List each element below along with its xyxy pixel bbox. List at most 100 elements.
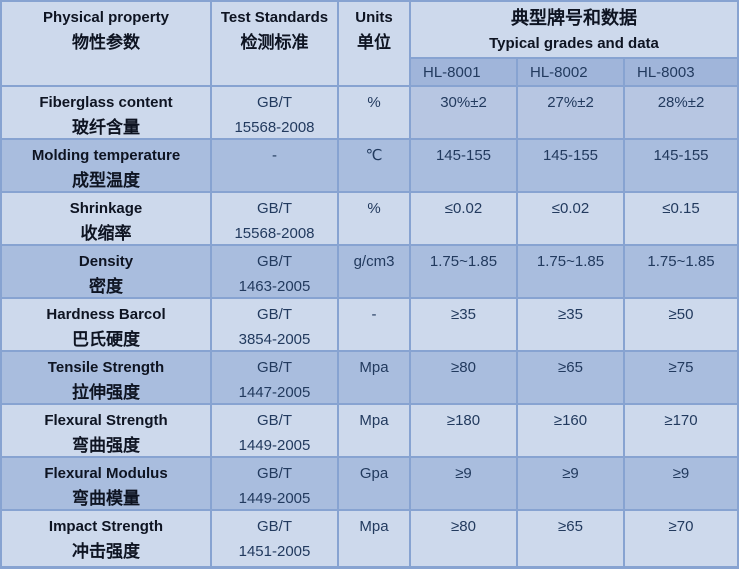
standard-cell: GB/T 3854-2005 bbox=[212, 299, 339, 352]
property-en: Molding temperature bbox=[31, 147, 181, 164]
standard-line1: GB/T bbox=[256, 94, 292, 111]
standard-line2: 1449-2005 bbox=[238, 490, 311, 507]
value-cell: ≤0.02 bbox=[411, 193, 518, 246]
property-en: Tensile Strength bbox=[47, 359, 165, 376]
standard-line2: 15568-2008 bbox=[234, 225, 315, 242]
standard-line2: 1449-2005 bbox=[238, 437, 311, 454]
value-cell: ≥9 bbox=[625, 458, 737, 511]
header-units-zh: 单位 bbox=[357, 33, 391, 52]
standard-line1: GB/T bbox=[256, 200, 292, 217]
header-typical-grades-zh: 典型牌号和数据 bbox=[511, 8, 637, 28]
property-en: Impact Strength bbox=[48, 518, 164, 535]
value-cell: ≥80 bbox=[411, 511, 518, 566]
property-en: Shrinkage bbox=[69, 200, 143, 217]
property-cell: Flexural Strength 弯曲强度 bbox=[2, 405, 212, 458]
property-zh: 玻纤含量 bbox=[72, 118, 140, 137]
header-cell-typical-grades: 典型牌号和数据 Typical grades and data bbox=[411, 2, 737, 59]
header-physical-property-zh: 物性参数 bbox=[72, 33, 140, 52]
value-cell: ≥75 bbox=[625, 352, 737, 405]
property-cell: Hardness Barcol 巴氏硬度 bbox=[2, 299, 212, 352]
value-cell: ≥170 bbox=[625, 405, 737, 458]
value-cell: 145-155 bbox=[411, 140, 518, 193]
property-zh: 弯曲强度 bbox=[72, 436, 140, 455]
property-zh: 成型温度 bbox=[72, 171, 140, 190]
unit-cell: Mpa bbox=[339, 352, 411, 405]
standard-cell: GB/T 15568-2008 bbox=[212, 193, 339, 246]
standard-line2: 15568-2008 bbox=[234, 119, 315, 136]
standard-line2: 1451-2005 bbox=[238, 543, 311, 560]
unit-cell: ℃ bbox=[339, 140, 411, 193]
value-cell: 145-155 bbox=[518, 140, 625, 193]
grade-cell-hl-8002: HL-8002 bbox=[518, 59, 625, 87]
property-cell: Molding temperature 成型温度 bbox=[2, 140, 212, 193]
value-cell: ≤0.15 bbox=[625, 193, 737, 246]
value-cell: ≥9 bbox=[518, 458, 625, 511]
header-cell-units: Units 单位 bbox=[339, 2, 411, 87]
property-zh: 密度 bbox=[89, 277, 123, 296]
standard-cell: GB/T 1447-2005 bbox=[212, 352, 339, 405]
unit-cell: g/cm3 bbox=[339, 246, 411, 299]
property-zh: 弯曲模量 bbox=[72, 489, 140, 508]
header-cell-physical-property: Physical property 物性参数 bbox=[2, 2, 212, 87]
unit-cell: Mpa bbox=[339, 405, 411, 458]
standard-cell: - bbox=[212, 140, 339, 193]
property-cell: Fiberglass content 玻纤含量 bbox=[2, 87, 212, 140]
property-zh: 收缩率 bbox=[80, 224, 132, 243]
value-cell: ≥160 bbox=[518, 405, 625, 458]
standard-cell: GB/T 1463-2005 bbox=[212, 246, 339, 299]
property-en: Flexural Modulus bbox=[44, 465, 168, 482]
header-typical-grades-en: Typical grades and data bbox=[489, 35, 659, 52]
standard-line1: GB/T bbox=[256, 465, 292, 482]
unit-cell: - bbox=[339, 299, 411, 352]
standard-cell: GB/T 1451-2005 bbox=[212, 511, 339, 566]
property-zh: 拉伸强度 bbox=[72, 383, 140, 402]
header-units-en: Units bbox=[355, 9, 393, 26]
standard-line2: 3854-2005 bbox=[238, 331, 311, 348]
header-test-standards-zh: 检测标准 bbox=[240, 33, 309, 52]
unit-cell: Mpa bbox=[339, 511, 411, 566]
value-cell: 28%±2 bbox=[625, 87, 737, 140]
property-zh: 巴氏硬度 bbox=[72, 330, 140, 349]
unit-cell: Gpa bbox=[339, 458, 411, 511]
standard-cell: GB/T 1449-2005 bbox=[212, 458, 339, 511]
value-cell: 27%±2 bbox=[518, 87, 625, 140]
value-cell: ≥65 bbox=[518, 352, 625, 405]
header-physical-property-en: Physical property bbox=[43, 9, 169, 26]
header-cell-test-standards: Test Standards 检测标准 bbox=[212, 2, 339, 87]
value-cell: ≥80 bbox=[411, 352, 518, 405]
value-cell: 30%±2 bbox=[411, 87, 518, 140]
standard-line2: 1447-2005 bbox=[238, 384, 311, 401]
property-en: Flexural Strength bbox=[44, 412, 168, 429]
unit-cell: % bbox=[339, 87, 411, 140]
property-cell: Density 密度 bbox=[2, 246, 212, 299]
value-cell: ≥50 bbox=[625, 299, 737, 352]
standard-line1: GB/T bbox=[256, 253, 292, 270]
standard-cell: GB/T 1449-2005 bbox=[212, 405, 339, 458]
property-cell: Shrinkage 收缩率 bbox=[2, 193, 212, 246]
property-en: Hardness Barcol bbox=[46, 306, 166, 323]
property-en: Density bbox=[78, 253, 134, 270]
standard-line1: GB/T bbox=[256, 518, 292, 535]
header-test-standards-en: Test Standards bbox=[220, 9, 329, 26]
value-cell: ≥35 bbox=[411, 299, 518, 352]
value-cell: ≥65 bbox=[518, 511, 625, 566]
value-cell: 1.75~1.85 bbox=[625, 246, 737, 299]
unit-cell: % bbox=[339, 193, 411, 246]
value-cell: 1.75~1.85 bbox=[518, 246, 625, 299]
standard-line1: GB/T bbox=[256, 359, 292, 376]
value-cell: ≥35 bbox=[518, 299, 625, 352]
standard-line1: GB/T bbox=[256, 412, 292, 429]
value-cell: ≤0.02 bbox=[518, 193, 625, 246]
standard-line1: - bbox=[272, 147, 277, 164]
property-cell: Impact Strength 冲击强度 bbox=[2, 511, 212, 566]
property-cell: Flexural Modulus 弯曲模量 bbox=[2, 458, 212, 511]
grade-cell-hl-8001: HL-8001 bbox=[411, 59, 518, 87]
standard-line1: GB/T bbox=[256, 306, 292, 323]
grade-cell-hl-8003: HL-8003 bbox=[625, 59, 737, 87]
value-cell: 145-155 bbox=[625, 140, 737, 193]
standard-line2: 1463-2005 bbox=[238, 278, 311, 295]
standard-cell: GB/T 15568-2008 bbox=[212, 87, 339, 140]
property-zh: 冲击强度 bbox=[72, 542, 140, 561]
property-en: Fiberglass content bbox=[39, 94, 173, 111]
